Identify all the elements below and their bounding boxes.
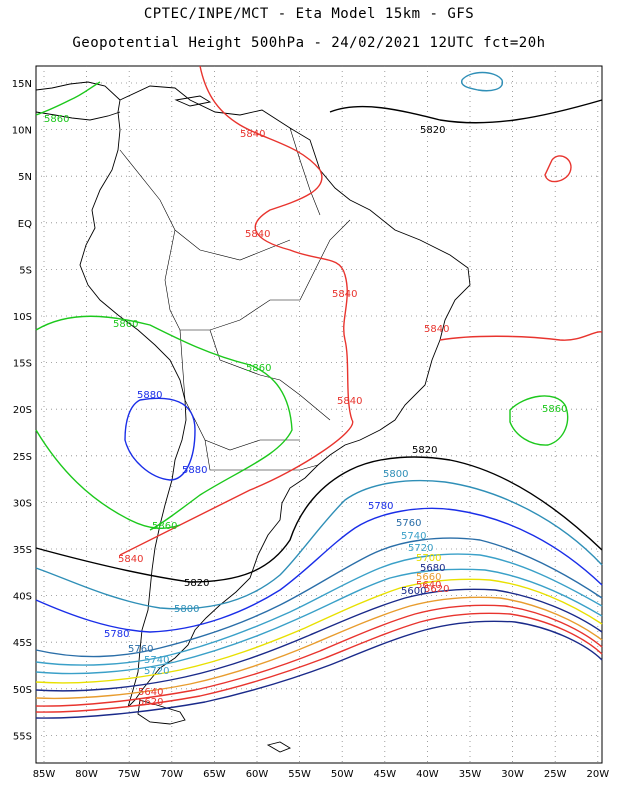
map-title-line2: Geopotential Height 500hPa - 24/02/2021 … bbox=[72, 35, 546, 51]
label-5840-e: 5840 bbox=[424, 324, 449, 335]
contour-5840-east bbox=[119, 419, 354, 556]
label-5820-n: 5820 bbox=[420, 125, 445, 136]
central-america-coast bbox=[35, 81, 121, 101]
label-5720-w: 5720 bbox=[144, 666, 169, 677]
label-5780: 5780 bbox=[368, 501, 393, 512]
lon-label: 65W bbox=[203, 769, 226, 780]
longitude-labels: 85W 80W 75W 70W 65W 60W 55W 50W 45W 40W 35W 30W 25W 2… bbox=[33, 769, 610, 780]
label-5840-amz: 5840 bbox=[245, 229, 270, 240]
lon-label: 25W bbox=[544, 769, 567, 780]
malvinas bbox=[266, 741, 292, 753]
central-america-coast-south bbox=[35, 111, 121, 121]
contour-5840-north bbox=[199, 65, 353, 421]
lat-label: 25S bbox=[13, 452, 32, 463]
label-5840-s: 5840 bbox=[337, 396, 362, 407]
lon-label: 50W bbox=[331, 769, 354, 780]
map-frame bbox=[35, 65, 603, 764]
lat-label: 55S bbox=[13, 731, 32, 742]
contour-5760 bbox=[35, 537, 603, 658]
contour-5860-atl bbox=[509, 395, 569, 446]
map-title-line1: CPTEC/INPE/MCT - Eta Model 15km - GFS bbox=[143, 6, 475, 22]
label-5600: 5600 bbox=[401, 586, 426, 597]
contours bbox=[35, 65, 603, 719]
lat-label: 50S bbox=[13, 685, 32, 696]
lat-label: 15N bbox=[12, 79, 32, 90]
label-5860-c: 5860 bbox=[246, 363, 271, 374]
contour-5640 bbox=[35, 604, 603, 707]
contour-5660 bbox=[35, 596, 603, 700]
contour-5880-a bbox=[124, 397, 196, 481]
contour-5820-south bbox=[35, 456, 603, 583]
lat-label: 10S bbox=[13, 312, 32, 323]
label-5740: 5740 bbox=[401, 531, 426, 542]
contour-5860-nw bbox=[35, 81, 101, 116]
label-5880-b: 5880 bbox=[182, 465, 207, 476]
contour-5740 bbox=[35, 553, 603, 666]
label-5840-n: 5840 bbox=[240, 129, 265, 140]
label-5680: 5680 bbox=[420, 563, 445, 574]
label-5840-sw: 5840 bbox=[118, 554, 143, 565]
label-5760: 5760 bbox=[396, 518, 421, 529]
label-5880-a: 5880 bbox=[137, 390, 162, 401]
label-5820-s: 5820 bbox=[412, 445, 437, 456]
label-5820-sw: 5820 bbox=[184, 578, 209, 589]
label-5760-w: 5760 bbox=[128, 644, 153, 655]
label-5840-c: 5840 bbox=[332, 289, 357, 300]
label-5700: 5700 bbox=[416, 553, 441, 564]
lat-label: 40S bbox=[13, 592, 32, 603]
label-5740-w: 5740 bbox=[144, 655, 169, 666]
lat-label: 20S bbox=[13, 405, 32, 416]
label-5800-w: 5800 bbox=[174, 604, 199, 615]
contour-5820-blob bbox=[461, 71, 504, 92]
lon-label: 35W bbox=[459, 769, 482, 780]
label-5860-atl: 5860 bbox=[542, 404, 567, 415]
contour-5780 bbox=[35, 507, 603, 633]
label-5860-sw: 5860 bbox=[152, 521, 177, 532]
lon-label: 40W bbox=[416, 769, 439, 780]
label-5640-w: 5640 bbox=[138, 687, 163, 698]
contour-5860-w bbox=[35, 315, 293, 531]
contour-5680 bbox=[35, 588, 603, 692]
label-5720: 5720 bbox=[408, 543, 433, 554]
label-5800: 5800 bbox=[383, 469, 408, 480]
label-5620-w: 5620 bbox=[138, 697, 163, 708]
lat-label: 5S bbox=[19, 265, 32, 276]
contour-5840-atlantic bbox=[439, 331, 603, 341]
contour-5600 bbox=[35, 620, 603, 719]
lat-label: EQ bbox=[18, 219, 32, 230]
lat-label: 35S bbox=[13, 545, 32, 556]
latitude-labels: 15N 10N 5N EQ 5S 10S 15S 20S 25S 30S 35S 40S 45S 50S 5… bbox=[12, 79, 32, 742]
label-5640: 5640 bbox=[416, 580, 441, 591]
label-5780-w: 5780 bbox=[104, 629, 129, 640]
label-5620: 5620 bbox=[424, 584, 449, 595]
tierra-del-fuego bbox=[137, 699, 186, 725]
contour-5840-ne bbox=[544, 155, 572, 183]
lon-label: 80W bbox=[75, 769, 98, 780]
contour-5860-sw bbox=[35, 429, 181, 529]
label-5660: 5660 bbox=[416, 572, 441, 583]
lon-label: 60W bbox=[246, 769, 269, 780]
caribbean-island bbox=[174, 95, 212, 107]
label-5860-nw: 5860 bbox=[44, 114, 69, 125]
lon-label: 70W bbox=[160, 769, 183, 780]
lat-label: 30S bbox=[13, 498, 32, 509]
lon-label: 45W bbox=[373, 769, 396, 780]
lat-label: 45S bbox=[13, 638, 32, 649]
lon-label: 55W bbox=[288, 769, 311, 780]
contour-5720 bbox=[35, 568, 603, 675]
lon-label: 30W bbox=[501, 769, 524, 780]
contour-5820-north bbox=[329, 99, 603, 124]
lon-label: 20W bbox=[586, 769, 609, 780]
label-5860-w: 5860 bbox=[113, 319, 138, 330]
lon-label: 75W bbox=[118, 769, 141, 780]
lat-label: 15S bbox=[13, 359, 32, 370]
contour-5700 bbox=[35, 578, 603, 684]
lat-label: 10N bbox=[12, 126, 32, 137]
lat-label: 5N bbox=[18, 172, 32, 183]
contour-5800 bbox=[35, 479, 603, 610]
contour-labels: 5860 5820 5840 5840 5840 5840 5860 5860 … bbox=[44, 114, 567, 708]
contour-5620 bbox=[35, 612, 603, 713]
lon-label: 85W bbox=[33, 769, 56, 780]
